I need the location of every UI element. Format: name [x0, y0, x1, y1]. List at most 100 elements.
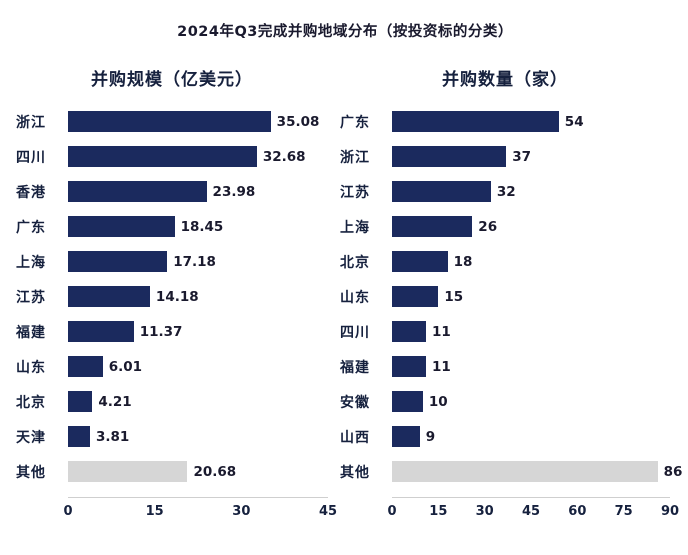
bar — [68, 216, 175, 237]
bar-row: 北京 18 — [340, 244, 670, 279]
category-label: 其他 — [340, 464, 370, 481]
chart-title: 并购数量（家） — [442, 70, 568, 90]
bar — [392, 146, 507, 167]
category-label: 安徽 — [340, 394, 370, 411]
bar-track: 11.37 — [68, 321, 328, 342]
bar — [68, 111, 271, 132]
bar-track: 11 — [392, 356, 670, 377]
bar-row: 山东 15 — [340, 279, 670, 314]
bar-track: 32.68 — [68, 146, 328, 167]
bar-row: 福建 11 — [340, 349, 670, 384]
bar-track: 35.08 — [68, 111, 328, 132]
category-label: 江苏 — [340, 184, 370, 201]
bar — [392, 426, 420, 447]
category-label: 其他 — [16, 464, 46, 481]
value-label: 11 — [431, 323, 451, 340]
value-label: 54 — [564, 113, 584, 130]
bar — [392, 461, 658, 482]
bar-row: 上海 17.18 — [16, 244, 328, 279]
bar — [68, 356, 103, 377]
value-label: 18 — [453, 253, 473, 270]
x-tick-label: 60 — [568, 504, 587, 519]
value-label: 15 — [444, 288, 464, 305]
x-tick-label: 0 — [387, 504, 397, 519]
category-label: 香港 — [16, 184, 46, 201]
x-axis: 0 15 30 45 — [16, 497, 337, 522]
category-label: 上海 — [16, 254, 46, 271]
bar-row: 安徽 10 — [340, 384, 670, 419]
value-label: 6.01 — [108, 358, 143, 375]
category-label: 浙江 — [16, 114, 46, 131]
bar-track: 6.01 — [68, 356, 328, 377]
bar-row: 上海 26 — [340, 209, 670, 244]
bar — [392, 286, 439, 307]
bar-row: 其他 86 — [340, 454, 682, 489]
value-label: 37 — [512, 148, 532, 165]
bar-track: 3.81 — [68, 426, 328, 447]
x-tick-label: 0 — [63, 504, 73, 519]
category-label: 天津 — [16, 429, 46, 446]
value-label: 17.18 — [173, 253, 216, 270]
x-tick-label: 45 — [521, 504, 541, 519]
value-label: 4.21 — [98, 393, 132, 410]
bar — [392, 111, 559, 132]
charts-container: 并购规模（亿美元） 浙江 35.08 四川 32.68 香港 23.98 广东 18.45 上海 1… — [16, 65, 682, 522]
category-label: 浙江 — [340, 149, 370, 166]
value-label: 23.98 — [212, 183, 256, 200]
bar — [392, 251, 448, 272]
axis-spacer — [340, 497, 392, 522]
bar — [68, 426, 90, 447]
chart-title: 并购规模（亿美元） — [91, 70, 253, 90]
bar-track: 14.18 — [68, 286, 328, 307]
bar-row: 浙江 37 — [340, 139, 670, 174]
value-label: 9 — [425, 428, 436, 445]
bar-track: 11 — [392, 321, 670, 342]
bar — [392, 391, 423, 412]
bar-track: 54 — [392, 111, 670, 132]
category-label: 江苏 — [16, 289, 46, 306]
value-label: 3.81 — [96, 428, 130, 445]
bar-track: 23.98 — [68, 181, 328, 202]
x-tick-label: 15 — [429, 504, 448, 519]
x-tick-label: 30 — [232, 504, 251, 519]
axis-line: 0 15 30 45 60 75 90 — [387, 497, 679, 522]
bar-track: 17.18 — [68, 251, 328, 272]
bar-track: 86 — [392, 461, 682, 482]
value-label: 10 — [428, 393, 448, 410]
value-label: 32 — [496, 183, 516, 200]
bar-row: 福建 11.37 — [16, 314, 328, 349]
x-tick-label: 30 — [475, 504, 494, 519]
bar-row: 四川 11 — [340, 314, 670, 349]
bar-row: 山西 9 — [340, 419, 670, 454]
bar-track: 26 — [392, 216, 670, 237]
bar-track: 15 — [392, 286, 670, 307]
bar-row: 其他 20.68 — [16, 454, 328, 489]
page-title: 2024年Q3完成并购地域分布（按投资标的分类） — [177, 24, 513, 40]
value-label: 11.37 — [139, 323, 183, 340]
bar-row: 天津 3.81 — [16, 419, 328, 454]
x-tick-label: 45 — [318, 504, 338, 519]
value-label: 14.18 — [155, 288, 199, 305]
category-label: 北京 — [16, 394, 46, 411]
category-label: 四川 — [340, 324, 370, 341]
value-label: 86 — [663, 463, 683, 480]
axis-spacer — [16, 497, 68, 522]
bar-row: 广东 54 — [340, 104, 670, 139]
bar — [68, 391, 93, 412]
x-tick-label: 90 — [660, 504, 680, 519]
bar-row: 香港 23.98 — [16, 174, 328, 209]
category-label: 广东 — [340, 114, 370, 131]
bar-track: 32 — [392, 181, 670, 202]
bar-row: 江苏 14.18 — [16, 279, 328, 314]
bar-row: 广东 18.45 — [16, 209, 328, 244]
value-label: 18.45 — [180, 218, 224, 235]
category-label: 福建 — [340, 359, 370, 376]
category-label: 上海 — [340, 219, 370, 236]
value-label: 32.68 — [262, 148, 306, 165]
bar — [392, 321, 426, 342]
x-tick-label: 15 — [145, 504, 164, 519]
category-label: 山西 — [340, 429, 370, 446]
bar-row: 浙江 35.08 — [16, 104, 328, 139]
bar-row: 江苏 32 — [340, 174, 670, 209]
bar-track: 37 — [392, 146, 670, 167]
